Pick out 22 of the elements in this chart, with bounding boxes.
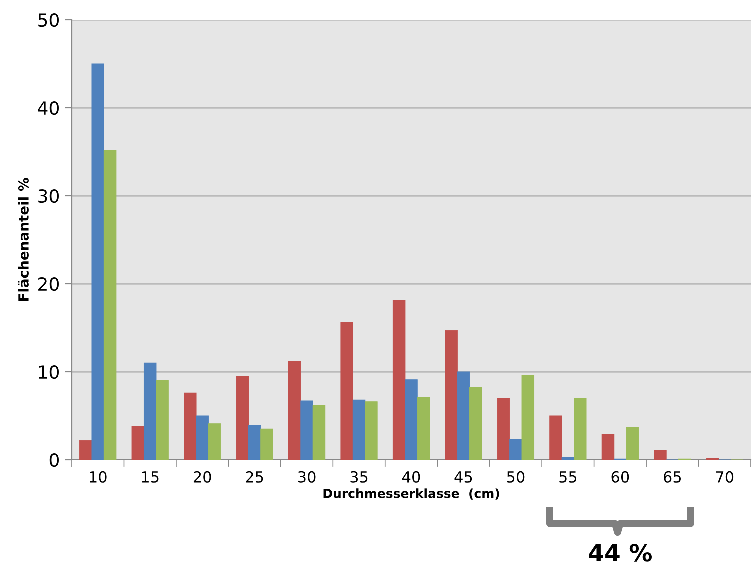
x-tick-label: 50 [507,471,525,483]
x-tick-label: 60 [612,471,630,483]
x-tick-label: 40 [402,471,420,483]
y-tick-label: 50 [38,13,59,28]
x-tick-label: 45 [454,472,472,483]
y-tick-label: 20 [38,277,59,292]
x-tick-label: 35 [350,471,368,483]
x-tick-label: 25 [246,471,264,483]
y-tick-label: 40 [38,101,59,116]
text: 44 % [589,544,652,562]
x-tick-label: 30 [298,471,316,483]
y-tick-label: 0 [50,453,59,468]
x-tick-label: 70 [716,471,734,483]
y-axis-title: Flächenanteil % [18,178,29,302]
y-tick-label: 30 [38,189,59,204]
x-tick-label: 55 [560,472,577,483]
x-tick-label: 65 [664,471,682,483]
x-tick-label: 20 [194,471,212,483]
x-axis-title: Durchmesserklasse (cm) [324,488,500,500]
x-tick-label: 15 [142,472,159,483]
x-tick-label: 10 [90,471,107,483]
y-tick-label: 10 [39,365,59,380]
